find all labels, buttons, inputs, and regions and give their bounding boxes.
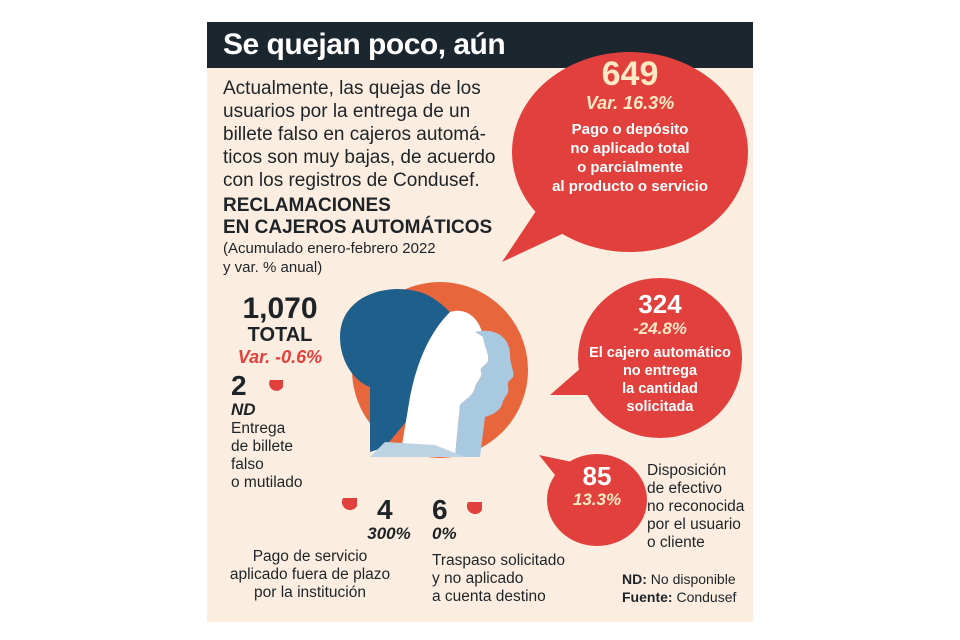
item-billete-var: ND bbox=[231, 400, 256, 419]
item-pago-value: 4 bbox=[377, 494, 393, 525]
bubble-649-line: o parcialmente bbox=[577, 159, 683, 176]
speech-bubble bbox=[539, 454, 647, 546]
item-pago-line: Pago de servicio bbox=[252, 548, 368, 565]
intro-paragraph: Actualmente, las quejas de los usuarios … bbox=[223, 77, 508, 192]
footnote-nd-key: ND: bbox=[622, 571, 647, 587]
bubble-649-var: Var. 16.3% bbox=[585, 93, 675, 113]
bubble-85-line: de efectivo bbox=[647, 480, 722, 497]
item-pago-line: aplicado fuera de plazo bbox=[229, 566, 391, 583]
item-billete-line: Entrega bbox=[231, 420, 286, 437]
item-billete-line: de billete bbox=[231, 438, 294, 455]
section-title-line: EN CAJEROS AUTOMÁTICOS bbox=[223, 217, 493, 238]
item-traspaso-var: 0% bbox=[432, 524, 457, 543]
footnote: ND: No disponible Fuente: Condusef bbox=[622, 570, 736, 606]
section-subtitle: (Acumulado enero-febrero 2022 y var. % a… bbox=[223, 239, 436, 277]
page-title: Se quejan poco, aún bbox=[223, 28, 506, 61]
item-traspaso-line: y no aplicado bbox=[432, 570, 524, 587]
footnote-nd-text: No disponible bbox=[650, 571, 736, 587]
bubble-85: 85 13.3% bbox=[547, 462, 647, 510]
intro-line: usuarios por la entrega de un bbox=[223, 101, 471, 122]
infographic-panel: Se quejan poco, aún Actualmente, las que… bbox=[207, 22, 753, 622]
drop-icon bbox=[341, 498, 357, 511]
item-traspaso-line: Traspaso solicitado bbox=[432, 552, 565, 569]
bubble-85-line: Disposición bbox=[647, 462, 727, 479]
footnote-source-key: Fuente: bbox=[622, 589, 673, 605]
section-subtitle-line: y var. % anual) bbox=[223, 259, 323, 276]
bubble-649-line: Pago o depósito bbox=[571, 121, 689, 138]
total-label: TOTAL bbox=[247, 324, 313, 346]
item-pago-figures: 4 300% bbox=[329, 496, 449, 544]
item-pago-description: Pago de servicio aplicado fuera de plazo… bbox=[225, 548, 395, 602]
bubble-324-line: la cantidad bbox=[622, 381, 698, 397]
section-title: RECLAMACIONES EN CAJEROS AUTOMÁTICOS bbox=[223, 195, 492, 239]
section-title-line: RECLAMACIONES bbox=[223, 195, 391, 216]
bubble-85-line: no reconocida bbox=[647, 498, 745, 515]
speech-bubble bbox=[550, 278, 742, 438]
total-block: 1,070 TOTAL Var. -0.6% bbox=[225, 294, 335, 368]
intro-line: con los registros de Condusef. bbox=[223, 170, 480, 191]
total-value: 1,070 bbox=[242, 292, 318, 325]
bubble-324-value: 324 bbox=[638, 289, 682, 319]
item-billete-line: falso bbox=[231, 456, 264, 473]
bubble-324: 324 -24.8% El cajero automático no entre… bbox=[575, 290, 745, 416]
bubble-649-value: 649 bbox=[601, 55, 659, 93]
bubble-649: 649 Var. 16.3% Pago o depósito no aplica… bbox=[520, 56, 740, 196]
item-pago-line: por la institución bbox=[253, 584, 366, 601]
item-traspaso: 6 0% Traspaso solicitado y no aplicado a… bbox=[432, 496, 565, 606]
bubble-85-line: por el usuario bbox=[647, 516, 741, 533]
bubble-85-var: 13.3% bbox=[572, 490, 622, 509]
bubble-324-var: -24.8% bbox=[633, 319, 687, 338]
bubble-324-line: El cajero automático bbox=[589, 345, 731, 361]
bubble-649-line: al producto o servicio bbox=[552, 178, 708, 195]
intro-line: billete falso en cajeros automá- bbox=[223, 124, 486, 145]
drop-icon bbox=[466, 502, 482, 515]
item-billete-value: 2 bbox=[231, 370, 247, 401]
bubble-324-line: solicitada bbox=[626, 399, 694, 415]
bubble-85-description: Disposición de efectivo no reconocida po… bbox=[647, 462, 744, 552]
total-var: Var. -0.6% bbox=[237, 347, 323, 367]
drop-icon bbox=[269, 380, 283, 391]
bubble-649-line: no aplicado total bbox=[570, 140, 690, 157]
bubble-85-line: o cliente bbox=[647, 534, 705, 551]
item-billete: 2 ND Entrega de billete falso o mutilado bbox=[231, 372, 303, 492]
title-bar: Se quejan poco, aún bbox=[207, 22, 753, 68]
item-traspaso-line: a cuenta destino bbox=[432, 588, 546, 605]
section-subtitle-line: (Acumulado enero-febrero 2022 bbox=[223, 240, 436, 257]
speech-bubble bbox=[502, 52, 748, 262]
item-traspaso-value: 6 bbox=[432, 494, 448, 525]
bubble-85-value: 85 bbox=[582, 461, 612, 491]
footnote-source-text: Condusef bbox=[676, 589, 737, 605]
item-pago-var: 300% bbox=[367, 524, 411, 543]
item-billete-line: o mutilado bbox=[231, 474, 303, 491]
women-profiles-illustration bbox=[340, 282, 528, 458]
intro-line: ticos son muy bajas, de acuerdo bbox=[223, 147, 496, 168]
bubble-324-line: no entrega bbox=[622, 363, 698, 379]
intro-line: Actualmente, las quejas de los bbox=[223, 78, 481, 99]
